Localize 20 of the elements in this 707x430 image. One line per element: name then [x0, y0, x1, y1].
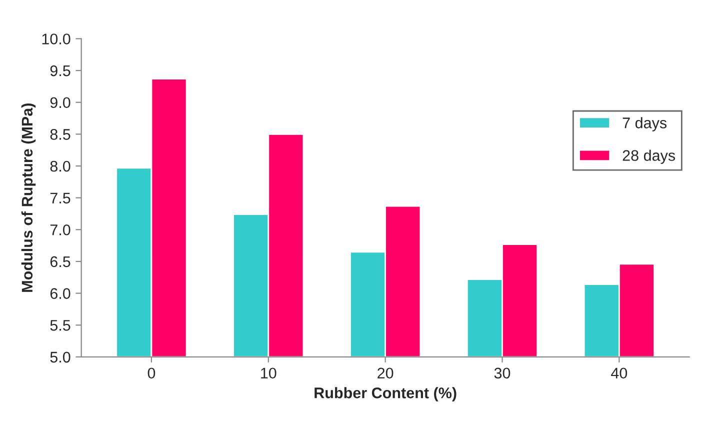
- legend-label: 7 days: [622, 117, 667, 132]
- y-tick-label: 8.0: [50, 160, 70, 172]
- y-tick-label: 7.0: [50, 224, 70, 236]
- x-tick-label: 10: [261, 368, 276, 379]
- y-axis-title: Modulus of Rupture (MPa): [21, 104, 36, 292]
- x-tick-label: 0: [148, 368, 156, 379]
- x-tick-label: 40: [611, 368, 628, 379]
- x-axis-title: Rubber Content (%): [314, 387, 456, 402]
- y-tick-label: 6.0: [50, 288, 70, 299]
- y-tick-label: 10.0: [42, 34, 70, 44]
- y-tick-label: 6.5: [50, 256, 70, 268]
- legend-label: 28 days: [622, 150, 676, 164]
- x-tick-label: 30: [494, 368, 510, 379]
- y-tick-label: 9.5: [50, 65, 70, 76]
- y-tick-label: 9.0: [50, 97, 70, 108]
- y-tick-label: 8.5: [50, 129, 70, 140]
- x-tick-label: 20: [378, 368, 394, 379]
- y-tick-label: 7.5: [50, 192, 70, 204]
- y-tick-label: 5.0: [50, 352, 70, 363]
- y-tick-label: 5.5: [50, 320, 70, 331]
